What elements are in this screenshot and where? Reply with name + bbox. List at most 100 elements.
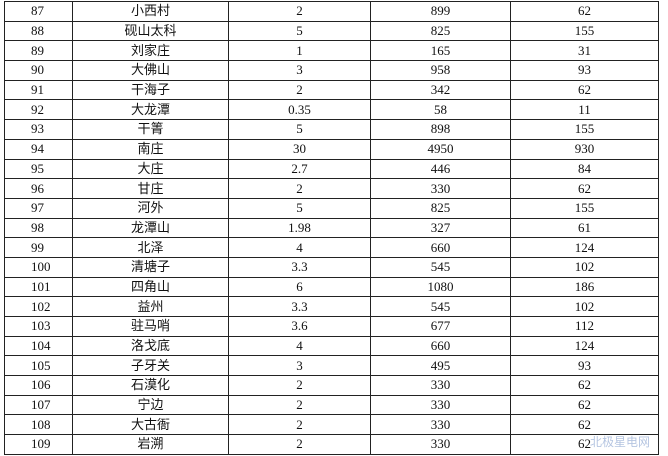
- table-row: 104 洛戈底 4 660 124: [4, 335, 659, 357]
- table-cell: 93: [4, 119, 73, 140]
- table-cell: 90: [4, 60, 73, 81]
- table-row: 92 大龙潭 0.35 58 11: [4, 99, 659, 121]
- table-cell: 大庄: [72, 158, 229, 180]
- table-cell: 子牙关: [72, 355, 229, 377]
- table-cell: 1: [228, 40, 371, 62]
- table-cell: 124: [510, 335, 659, 357]
- table-cell: 103: [4, 316, 73, 337]
- table-cell: 3: [228, 60, 371, 81]
- table-cell: 62: [510, 394, 659, 416]
- table-row: 91 干海子 2 342 62: [4, 79, 659, 101]
- table-cell: 四角山: [72, 276, 229, 298]
- table-cell: 545: [370, 256, 511, 278]
- table-cell: 31: [510, 40, 659, 62]
- table-cell: 94: [4, 138, 73, 160]
- table-cell: 102: [4, 296, 73, 317]
- table-cell: 甘庄: [72, 178, 229, 199]
- table-cell: 龙潭山: [72, 217, 229, 239]
- table-cell: 4950: [370, 138, 511, 160]
- table-cell: 330: [370, 414, 511, 436]
- table-row: 94 南庄 30 4950 930: [4, 138, 659, 160]
- table-cell: 825: [370, 197, 511, 219]
- table-cell: 2: [228, 375, 371, 396]
- table-cell: 南庄: [72, 138, 229, 160]
- table-cell: 660: [370, 335, 511, 357]
- table-cell: 108: [4, 414, 73, 436]
- table-cell: 5: [228, 119, 371, 140]
- table-cell: 岩溯: [72, 434, 229, 455]
- table-cell: 96: [4, 178, 73, 199]
- table-cell: 98: [4, 217, 73, 239]
- table-row: 109 岩溯 2 330 62: [4, 434, 659, 455]
- table-cell: 益州: [72, 296, 229, 317]
- table-cell: 898: [370, 119, 511, 140]
- table-cell: 107: [4, 394, 73, 416]
- table-cell: 124: [510, 237, 659, 258]
- table-cell: 4: [228, 335, 371, 357]
- table-row: 108 大古衙 2 330 62: [4, 414, 659, 436]
- table-cell: 干海子: [72, 79, 229, 101]
- table-cell: 155: [510, 20, 659, 42]
- table-cell: 宁边: [72, 394, 229, 416]
- table-cell: 小西村: [72, 1, 229, 22]
- table-cell: 5: [228, 20, 371, 42]
- table-cell: 677: [370, 316, 511, 337]
- table-cell: 62: [510, 414, 659, 436]
- table-cell: 62: [510, 178, 659, 199]
- table-cell: 3.3: [228, 296, 371, 317]
- table-cell: 刘家庄: [72, 40, 229, 62]
- table-body: 87 小西村 2 899 62 88 砚山太科 5 825 155 89 刘家庄 1 165 31 90 大佛山…: [4, 1, 659, 455]
- table-cell: 3: [228, 355, 371, 377]
- table-cell: 30: [228, 138, 371, 160]
- table-row: 93 干箐 5 898 155: [4, 119, 659, 140]
- table-cell: 89: [4, 40, 73, 62]
- table-cell: 61: [510, 217, 659, 239]
- table-cell: 446: [370, 158, 511, 180]
- table-cell: 112: [510, 316, 659, 337]
- table-cell: 2: [228, 1, 371, 22]
- table-cell: 6: [228, 276, 371, 298]
- table-cell: 大佛山: [72, 60, 229, 81]
- table-cell: 58: [370, 99, 511, 121]
- table-cell: 大龙潭: [72, 99, 229, 121]
- table-cell: 2: [228, 414, 371, 436]
- table-cell: 62: [510, 1, 659, 22]
- table-row: 96 甘庄 2 330 62: [4, 178, 659, 199]
- table-cell: 99: [4, 237, 73, 258]
- table-cell: 4: [228, 237, 371, 258]
- table-cell: 102: [510, 296, 659, 317]
- table-cell: 1080: [370, 276, 511, 298]
- table-cell: 330: [370, 375, 511, 396]
- table-cell: 165: [370, 40, 511, 62]
- table-row: 106 石漠化 2 330 62: [4, 375, 659, 396]
- table-cell: 155: [510, 197, 659, 219]
- table-cell: 驻马哨: [72, 316, 229, 337]
- table-cell: 91: [4, 79, 73, 101]
- watermark: 北极星电网: [589, 435, 650, 449]
- table-cell: 899: [370, 1, 511, 22]
- table-cell: 495: [370, 355, 511, 377]
- table-row: 97 河外 5 825 155: [4, 197, 659, 219]
- table-cell: 2.7: [228, 158, 371, 180]
- table-row: 101 四角山 6 1080 186: [4, 276, 659, 298]
- table-cell: 11: [510, 99, 659, 121]
- table-cell: 105: [4, 355, 73, 377]
- table-cell: 62: [510, 375, 659, 396]
- table-row: 99 北泽 4 660 124: [4, 237, 659, 258]
- table-cell: 河外: [72, 197, 229, 219]
- table-cell: 3.6: [228, 316, 371, 337]
- table-row: 107 宁边 2 330 62: [4, 394, 659, 416]
- table-row: 87 小西村 2 899 62: [4, 1, 659, 22]
- table-cell: 2: [228, 434, 371, 455]
- table-cell: 1.98: [228, 217, 371, 239]
- table-cell: 660: [370, 237, 511, 258]
- table-row: 102 益州 3.3 545 102: [4, 296, 659, 317]
- table-cell: 330: [370, 178, 511, 199]
- table-row: 103 驻马哨 3.6 677 112: [4, 316, 659, 337]
- table-cell: 3.3: [228, 256, 371, 278]
- table-cell: 330: [370, 394, 511, 416]
- table-cell: 62: [510, 434, 659, 455]
- table-cell: 92: [4, 99, 73, 121]
- table-cell: 545: [370, 296, 511, 317]
- table-cell: 930: [510, 138, 659, 160]
